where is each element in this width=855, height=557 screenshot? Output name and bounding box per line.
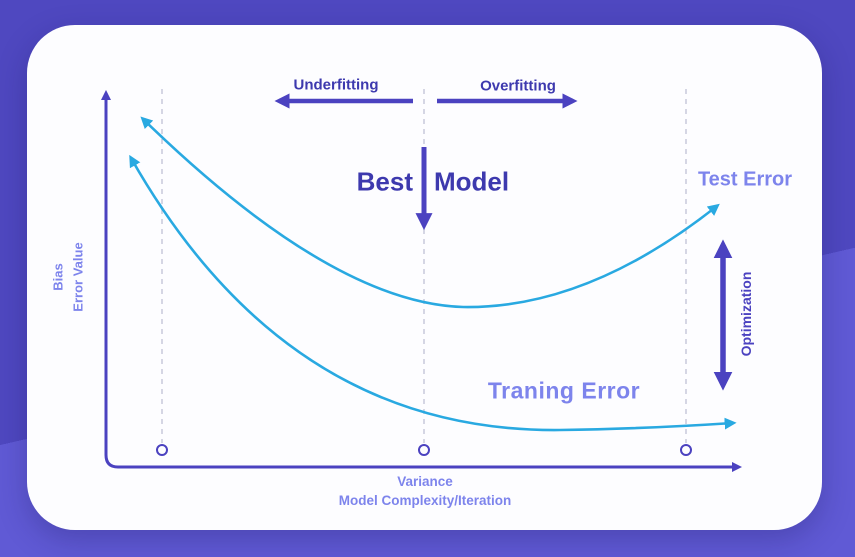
axis-marker-center	[418, 444, 430, 456]
axis-marker-left	[156, 444, 168, 456]
diagram-card: Underfitting Overfitting Best Model Test…	[27, 25, 822, 530]
test-error-curve	[140, 116, 720, 309]
diagram-canvas	[100, 89, 743, 473]
x-axis-label-line1: Variance	[397, 474, 453, 490]
best-model-label-left: Best	[356, 166, 413, 197]
optimization-label: Optimization	[738, 271, 754, 357]
axes	[100, 89, 743, 473]
axis-marker-right	[680, 444, 692, 456]
underfitting-label: Underfitting	[293, 76, 379, 94]
y-axis-label: Bias Error Value	[49, 242, 88, 311]
y-axis-label-line1: Bias	[50, 263, 66, 291]
x-axis-label: Variance Model Complexity/Iteration	[339, 473, 512, 511]
y-axis-label-line2: Error Value	[70, 242, 85, 312]
x-axis-label-line2: Model Complexity/Iteration	[338, 493, 512, 508]
overfitting-label: Overfitting	[480, 77, 556, 95]
best-model-label-right: Model	[434, 166, 510, 197]
test-error-label: Test Error	[697, 168, 793, 191]
training-error-curve	[129, 154, 737, 432]
training-error-label: Traning Error	[487, 377, 641, 404]
